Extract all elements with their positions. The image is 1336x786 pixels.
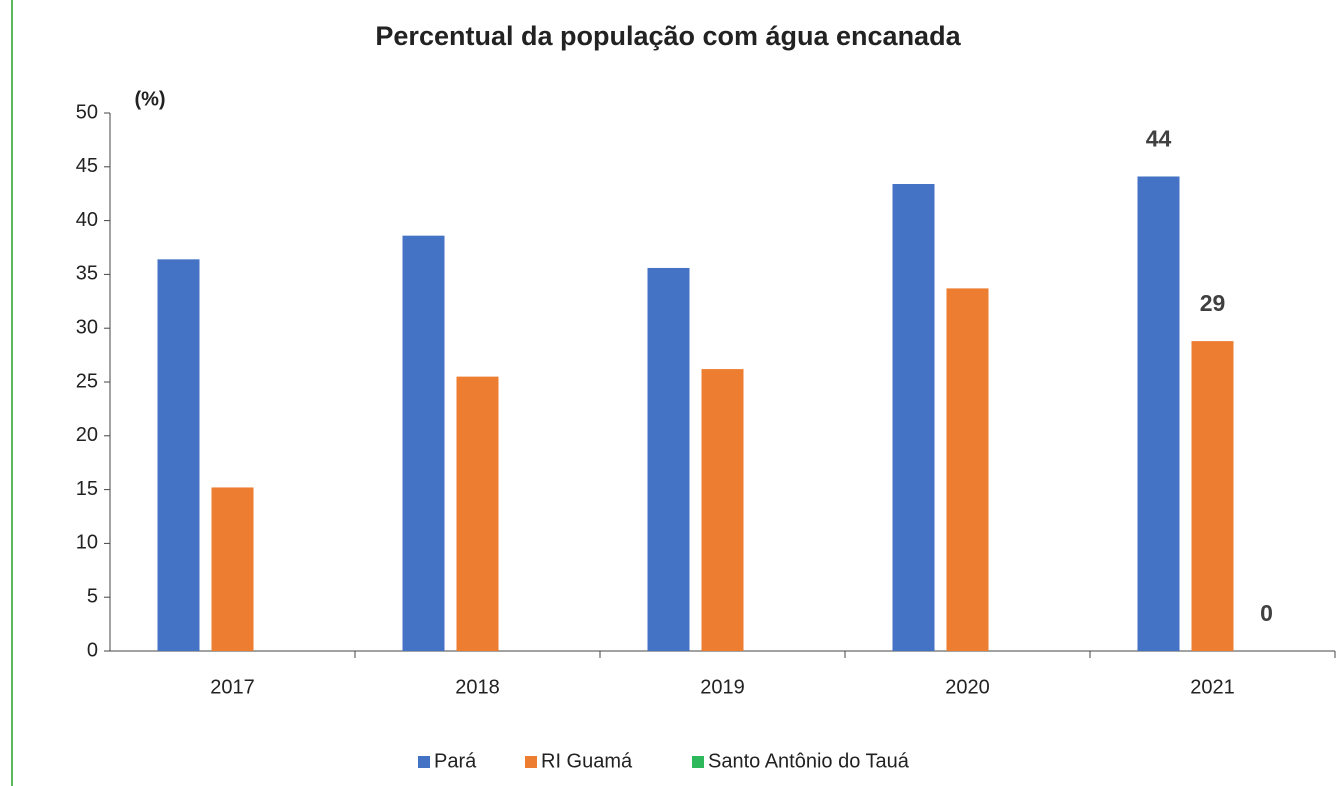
x-tick-label: 2020: [945, 676, 990, 698]
bar: [647, 267, 690, 651]
bar: [946, 288, 989, 651]
legend-swatch: [418, 756, 430, 768]
legend-label: Santo Antônio do Tauá: [708, 750, 910, 772]
legend-label: RI Guamá: [541, 750, 633, 772]
y-tick-label: 5: [87, 585, 98, 607]
y-tick-label: 50: [76, 101, 98, 123]
y-tick-label: 40: [76, 209, 98, 231]
data-label: 29: [1200, 290, 1226, 316]
bar: [1137, 176, 1180, 651]
y-tick-label: 35: [76, 263, 98, 285]
legend-swatch: [692, 756, 704, 768]
y-tick-label: 0: [87, 639, 98, 661]
y-tick-label: 30: [76, 316, 98, 338]
y-tick-label: 20: [76, 424, 98, 446]
x-tick-label: 2021: [1190, 676, 1235, 698]
y-tick-label: 25: [76, 370, 98, 392]
data-label: 0: [1260, 600, 1273, 626]
bar: [456, 376, 499, 651]
bar: [211, 487, 254, 651]
legend-swatch: [525, 756, 537, 768]
x-tick-label: 2017: [210, 676, 255, 698]
bar: [402, 235, 445, 651]
bar: [892, 184, 935, 652]
chart-title: Percentual da população com água encanad…: [375, 21, 961, 51]
data-label: 44: [1146, 126, 1172, 152]
x-tick-label: 2019: [700, 676, 745, 698]
x-tick-label: 2018: [455, 676, 500, 698]
bar: [157, 259, 200, 651]
y-axis-label: (%): [134, 88, 165, 110]
y-tick-label: 10: [76, 532, 98, 554]
y-tick-label: 45: [76, 155, 98, 177]
y-tick-label: 15: [76, 478, 98, 500]
bar: [1191, 341, 1234, 651]
legend-label: Pará: [434, 750, 477, 772]
bar: [701, 369, 744, 651]
